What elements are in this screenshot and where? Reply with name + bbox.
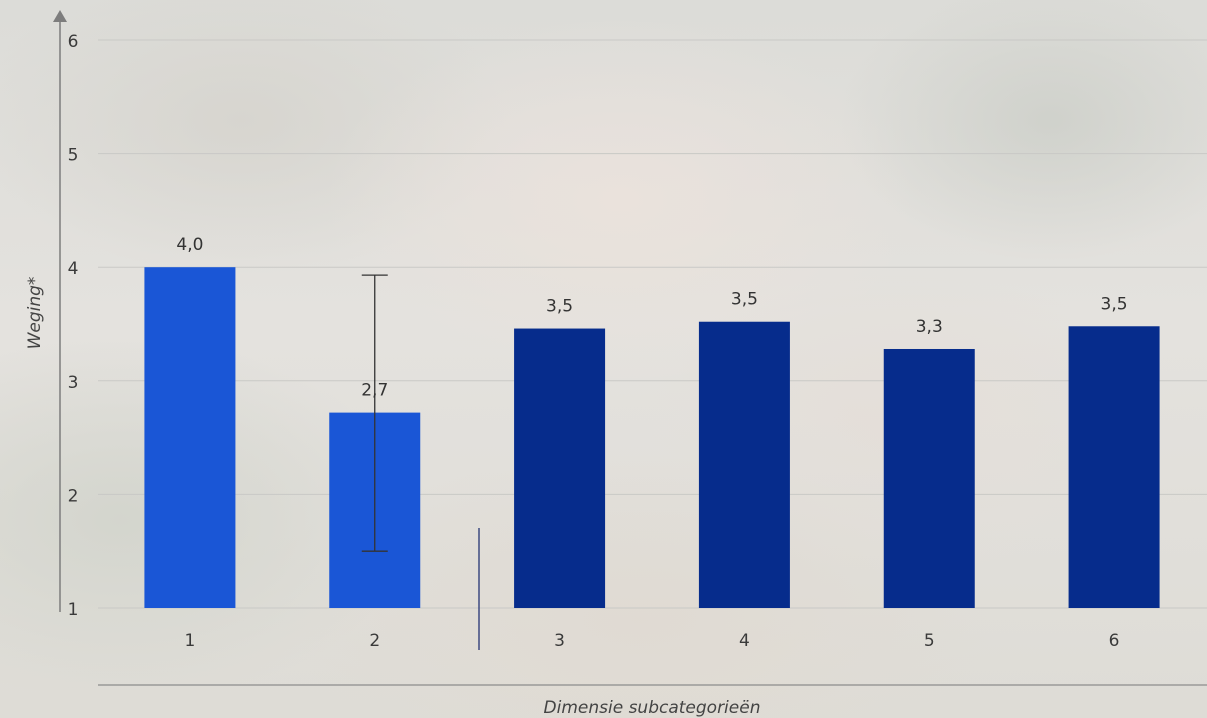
y-axis-title: Weging* bbox=[25, 277, 45, 350]
x-tick-label: 3 bbox=[554, 631, 565, 651]
data-label: 3,5 bbox=[1101, 294, 1128, 314]
data-label: 3,5 bbox=[731, 290, 758, 310]
x-tick-label: 1 bbox=[185, 631, 196, 651]
bars bbox=[144, 267, 1160, 608]
data-label: 3,3 bbox=[916, 317, 943, 337]
x-tick-label: 4 bbox=[739, 631, 750, 651]
axes bbox=[53, 10, 1207, 686]
y-tick-label: 6 bbox=[68, 32, 79, 52]
bar bbox=[144, 267, 236, 608]
x-tick-labels: 1 2 3 4 5 6 bbox=[185, 631, 1120, 651]
y-tick-labels: 1 2 3 4 5 6 bbox=[68, 32, 79, 620]
y-tick-label: 4 bbox=[68, 259, 79, 279]
y-tick-label: 3 bbox=[68, 373, 79, 393]
y-tick-label: 2 bbox=[68, 486, 79, 506]
data-label: 2,7 bbox=[361, 381, 388, 401]
data-labels: 4,0 2,7 3,5 3,5 3,3 3,5 bbox=[176, 235, 1127, 400]
bar bbox=[514, 328, 606, 608]
gridlines bbox=[98, 39, 1207, 609]
bar bbox=[883, 348, 975, 608]
bar bbox=[1068, 326, 1160, 608]
x-axis-title: Dimensie subcategorieën bbox=[544, 698, 761, 718]
data-label: 4,0 bbox=[176, 235, 203, 255]
bar bbox=[698, 321, 790, 608]
x-tick-label: 6 bbox=[1109, 631, 1120, 651]
error-bars bbox=[361, 274, 388, 552]
y-tick-label: 5 bbox=[68, 146, 79, 166]
y-tick-label: 1 bbox=[68, 600, 79, 620]
y-axis-arrow bbox=[53, 10, 67, 22]
x-tick-label: 5 bbox=[924, 631, 935, 651]
data-label: 3,5 bbox=[546, 297, 573, 317]
x-tick-label: 2 bbox=[369, 631, 380, 651]
